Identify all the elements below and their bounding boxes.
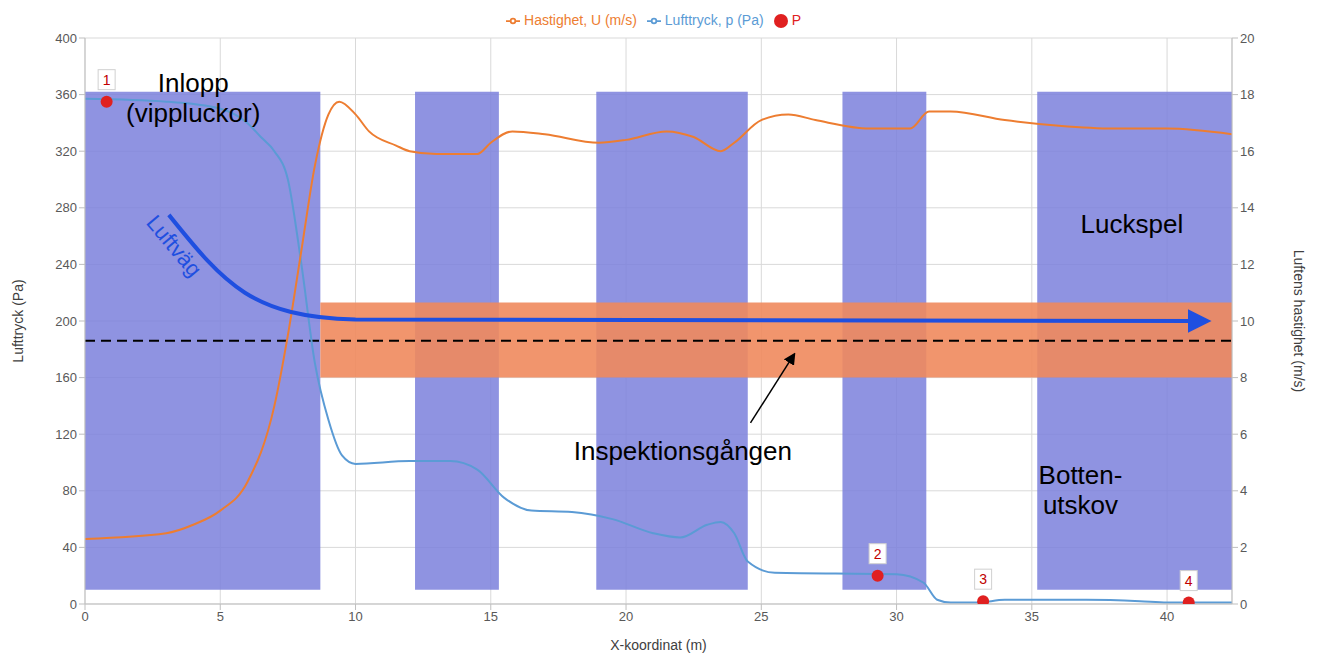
- html-text:Hastighet, U (m/s): Hastighet, U (m/s): [524, 12, 637, 28]
- svg-text:X-koordinat (m): X-koordinat (m): [610, 637, 706, 653]
- svg-text:1: 1: [103, 72, 111, 88]
- svg-text:6: 6: [1240, 427, 1247, 442]
- svg-text:20: 20: [1240, 31, 1254, 46]
- svg-text:280: 280: [55, 200, 77, 215]
- html-text:Inlopp: Inlopp: [157, 68, 229, 98]
- svg-text:360: 360: [55, 87, 77, 102]
- html-text:Botten-: Botten-: [1038, 459, 1123, 490]
- html-text:P: P: [791, 12, 801, 28]
- svg-text:120: 120: [55, 427, 77, 442]
- svg-text:0: 0: [70, 597, 77, 612]
- html-text:Luftväg: Luftväg: [141, 210, 208, 282]
- svg-text:18: 18: [1240, 87, 1254, 102]
- svg-text:20: 20: [619, 609, 633, 624]
- svg-text:16: 16: [1240, 144, 1254, 159]
- svg-text:15: 15: [484, 609, 498, 624]
- svg-text:80: 80: [63, 483, 77, 498]
- svg-text:4: 4: [1185, 573, 1193, 589]
- svg-text:12: 12: [1240, 257, 1254, 272]
- html-text:(vippluckor): (vippluckor): [126, 97, 261, 128]
- html-text:utskov: utskov: [1042, 489, 1119, 520]
- svg-text:320: 320: [55, 144, 77, 159]
- svg-text:25: 25: [754, 609, 768, 624]
- svg-text:30: 30: [889, 609, 903, 624]
- svg-text:200: 200: [55, 314, 77, 329]
- svg-text:40: 40: [63, 540, 77, 555]
- svg-text:Luftens hastighet (m/s): Luftens hastighet (m/s): [1291, 250, 1307, 392]
- html-text:Lufttryck, p (Pa): Lufttryck, p (Pa): [664, 12, 764, 28]
- html-text:Luckspel: Luckspel: [1080, 208, 1184, 239]
- svg-text:35: 35: [1025, 609, 1039, 624]
- svg-text:4: 4: [1240, 483, 1247, 498]
- svg-text:8: 8: [1240, 370, 1247, 385]
- svg-text:2: 2: [1240, 540, 1247, 555]
- svg-text:5: 5: [217, 609, 224, 624]
- svg-text:0: 0: [81, 609, 88, 624]
- svg-text:400: 400: [55, 31, 77, 46]
- svg-text:10: 10: [348, 609, 362, 624]
- svg-text:2: 2: [874, 546, 882, 562]
- html-text:Inspektionsgången: Inspektionsgången: [573, 435, 792, 466]
- svg-text:40: 40: [1160, 609, 1174, 624]
- svg-text:10: 10: [1240, 314, 1254, 329]
- svg-text:Lufttryck (Pa): Lufttryck (Pa): [10, 279, 26, 362]
- svg-text:3: 3: [979, 571, 987, 587]
- svg-text:160: 160: [55, 370, 77, 385]
- svg-text:0: 0: [1240, 597, 1247, 612]
- svg-text:240: 240: [55, 257, 77, 272]
- svg-text:14: 14: [1240, 200, 1254, 215]
